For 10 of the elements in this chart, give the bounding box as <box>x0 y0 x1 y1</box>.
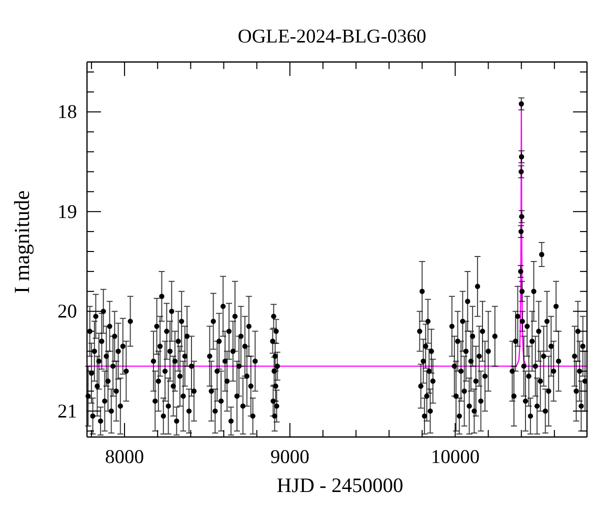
x-axis-title: HJD - 2450000 <box>276 475 404 497</box>
y-tick-label: 18 <box>58 102 77 124</box>
x-tick-label: 10000 <box>430 446 480 468</box>
y-tick-label: 20 <box>58 302 77 323</box>
y-tick-label: 21 <box>58 401 77 422</box>
y-axis-title: I magnitude <box>10 190 34 294</box>
x-tick-label: 8000 <box>105 446 144 468</box>
y-tick-label: 19 <box>58 202 77 223</box>
chart-title: OGLE-2024-BLG-0360 <box>238 26 426 48</box>
x-tick-label: 9000 <box>270 446 310 468</box>
